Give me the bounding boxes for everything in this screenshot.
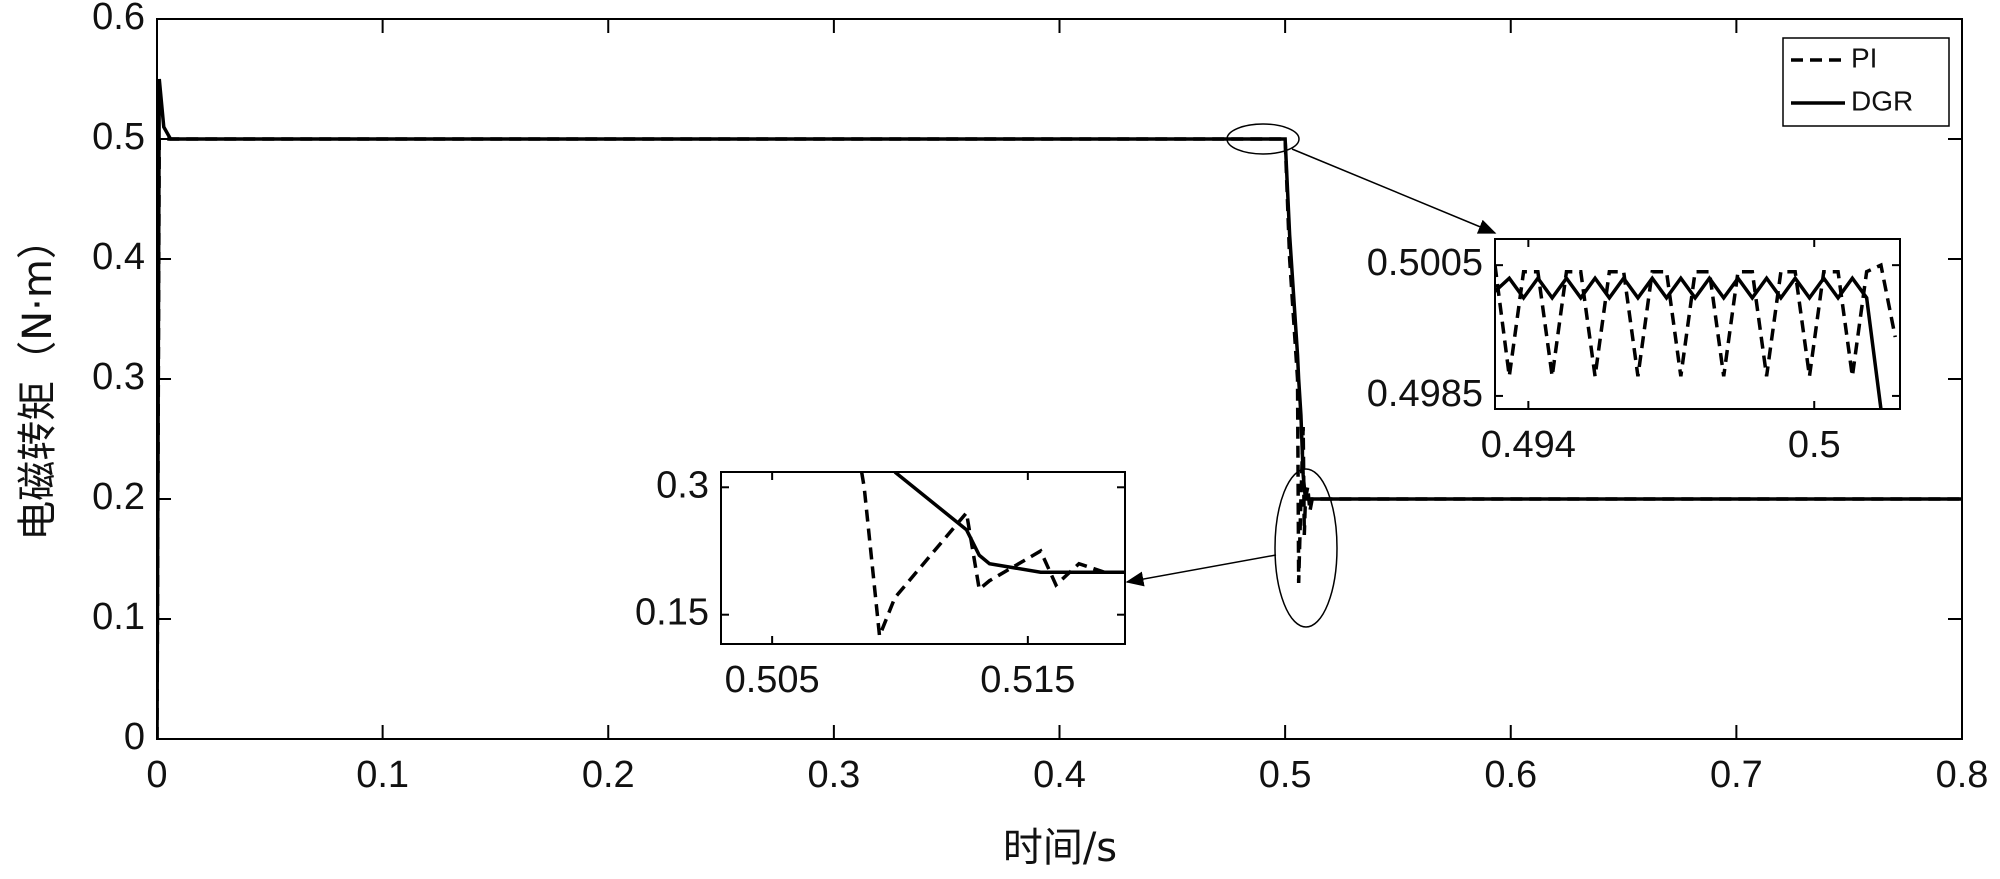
y-tick-label: 0.2: [92, 476, 145, 518]
annotations: [1125, 123, 1497, 628]
x-tick-label: 0: [146, 754, 167, 796]
x-tick-label: 0.5: [1788, 424, 1841, 466]
y-tick-label: 0.4: [92, 236, 145, 278]
plot-frame: [720, 471, 1126, 645]
series-line: [859, 472, 1125, 637]
y-tick-label: 0.15: [635, 592, 709, 634]
x-axis-label: 时间/s: [1003, 825, 1117, 871]
y-tick-label: 0.1: [92, 596, 145, 638]
series-line: [1495, 275, 1883, 409]
y-tick-label: 0: [124, 716, 145, 758]
x-tick-label: 0.4: [1033, 754, 1086, 796]
y-tick-label: 0.6: [92, 0, 145, 38]
plot-frame: [1494, 238, 1901, 410]
zoom-ellipse: [1226, 123, 1300, 155]
y-tick-label: 0.5: [92, 116, 145, 158]
x-tick-label: 0.3: [807, 754, 860, 796]
x-tick-label: 0.6: [1484, 754, 1537, 796]
zoom-arrow: [1291, 148, 1497, 234]
x-tick-label: 0.8: [1936, 754, 1989, 796]
x-tick-label: 0.2: [582, 754, 635, 796]
y-tick-label: 0.3: [656, 464, 709, 506]
legend-label: PI: [1851, 42, 1877, 73]
plot-area: [721, 472, 1125, 644]
y-tick-label: 0.4985: [1367, 373, 1483, 415]
x-tick-label: 0.7: [1710, 754, 1763, 796]
x-tick-label: 0.515: [980, 659, 1075, 701]
x-tick-label: 0.494: [1481, 424, 1576, 466]
y-axis-label: 电磁转矩（N·m）: [15, 219, 61, 541]
legend-box: [1782, 37, 1950, 127]
series-line: [1495, 262, 1897, 377]
series-line: [893, 472, 1125, 574]
legend-label: DGR: [1851, 85, 1913, 116]
zoom-arrow: [1125, 554, 1277, 587]
y-tick-label: 0.3: [92, 356, 145, 398]
series-line: [157, 78, 1962, 739]
x-tick-label: 0.1: [356, 754, 409, 796]
y-tick-label: 0.5005: [1367, 242, 1483, 284]
x-tick-label: 0.505: [725, 659, 820, 701]
x-tick-label: 0.5: [1259, 754, 1312, 796]
plot-area: [1495, 239, 1900, 409]
zoom-ellipse: [1274, 468, 1338, 628]
